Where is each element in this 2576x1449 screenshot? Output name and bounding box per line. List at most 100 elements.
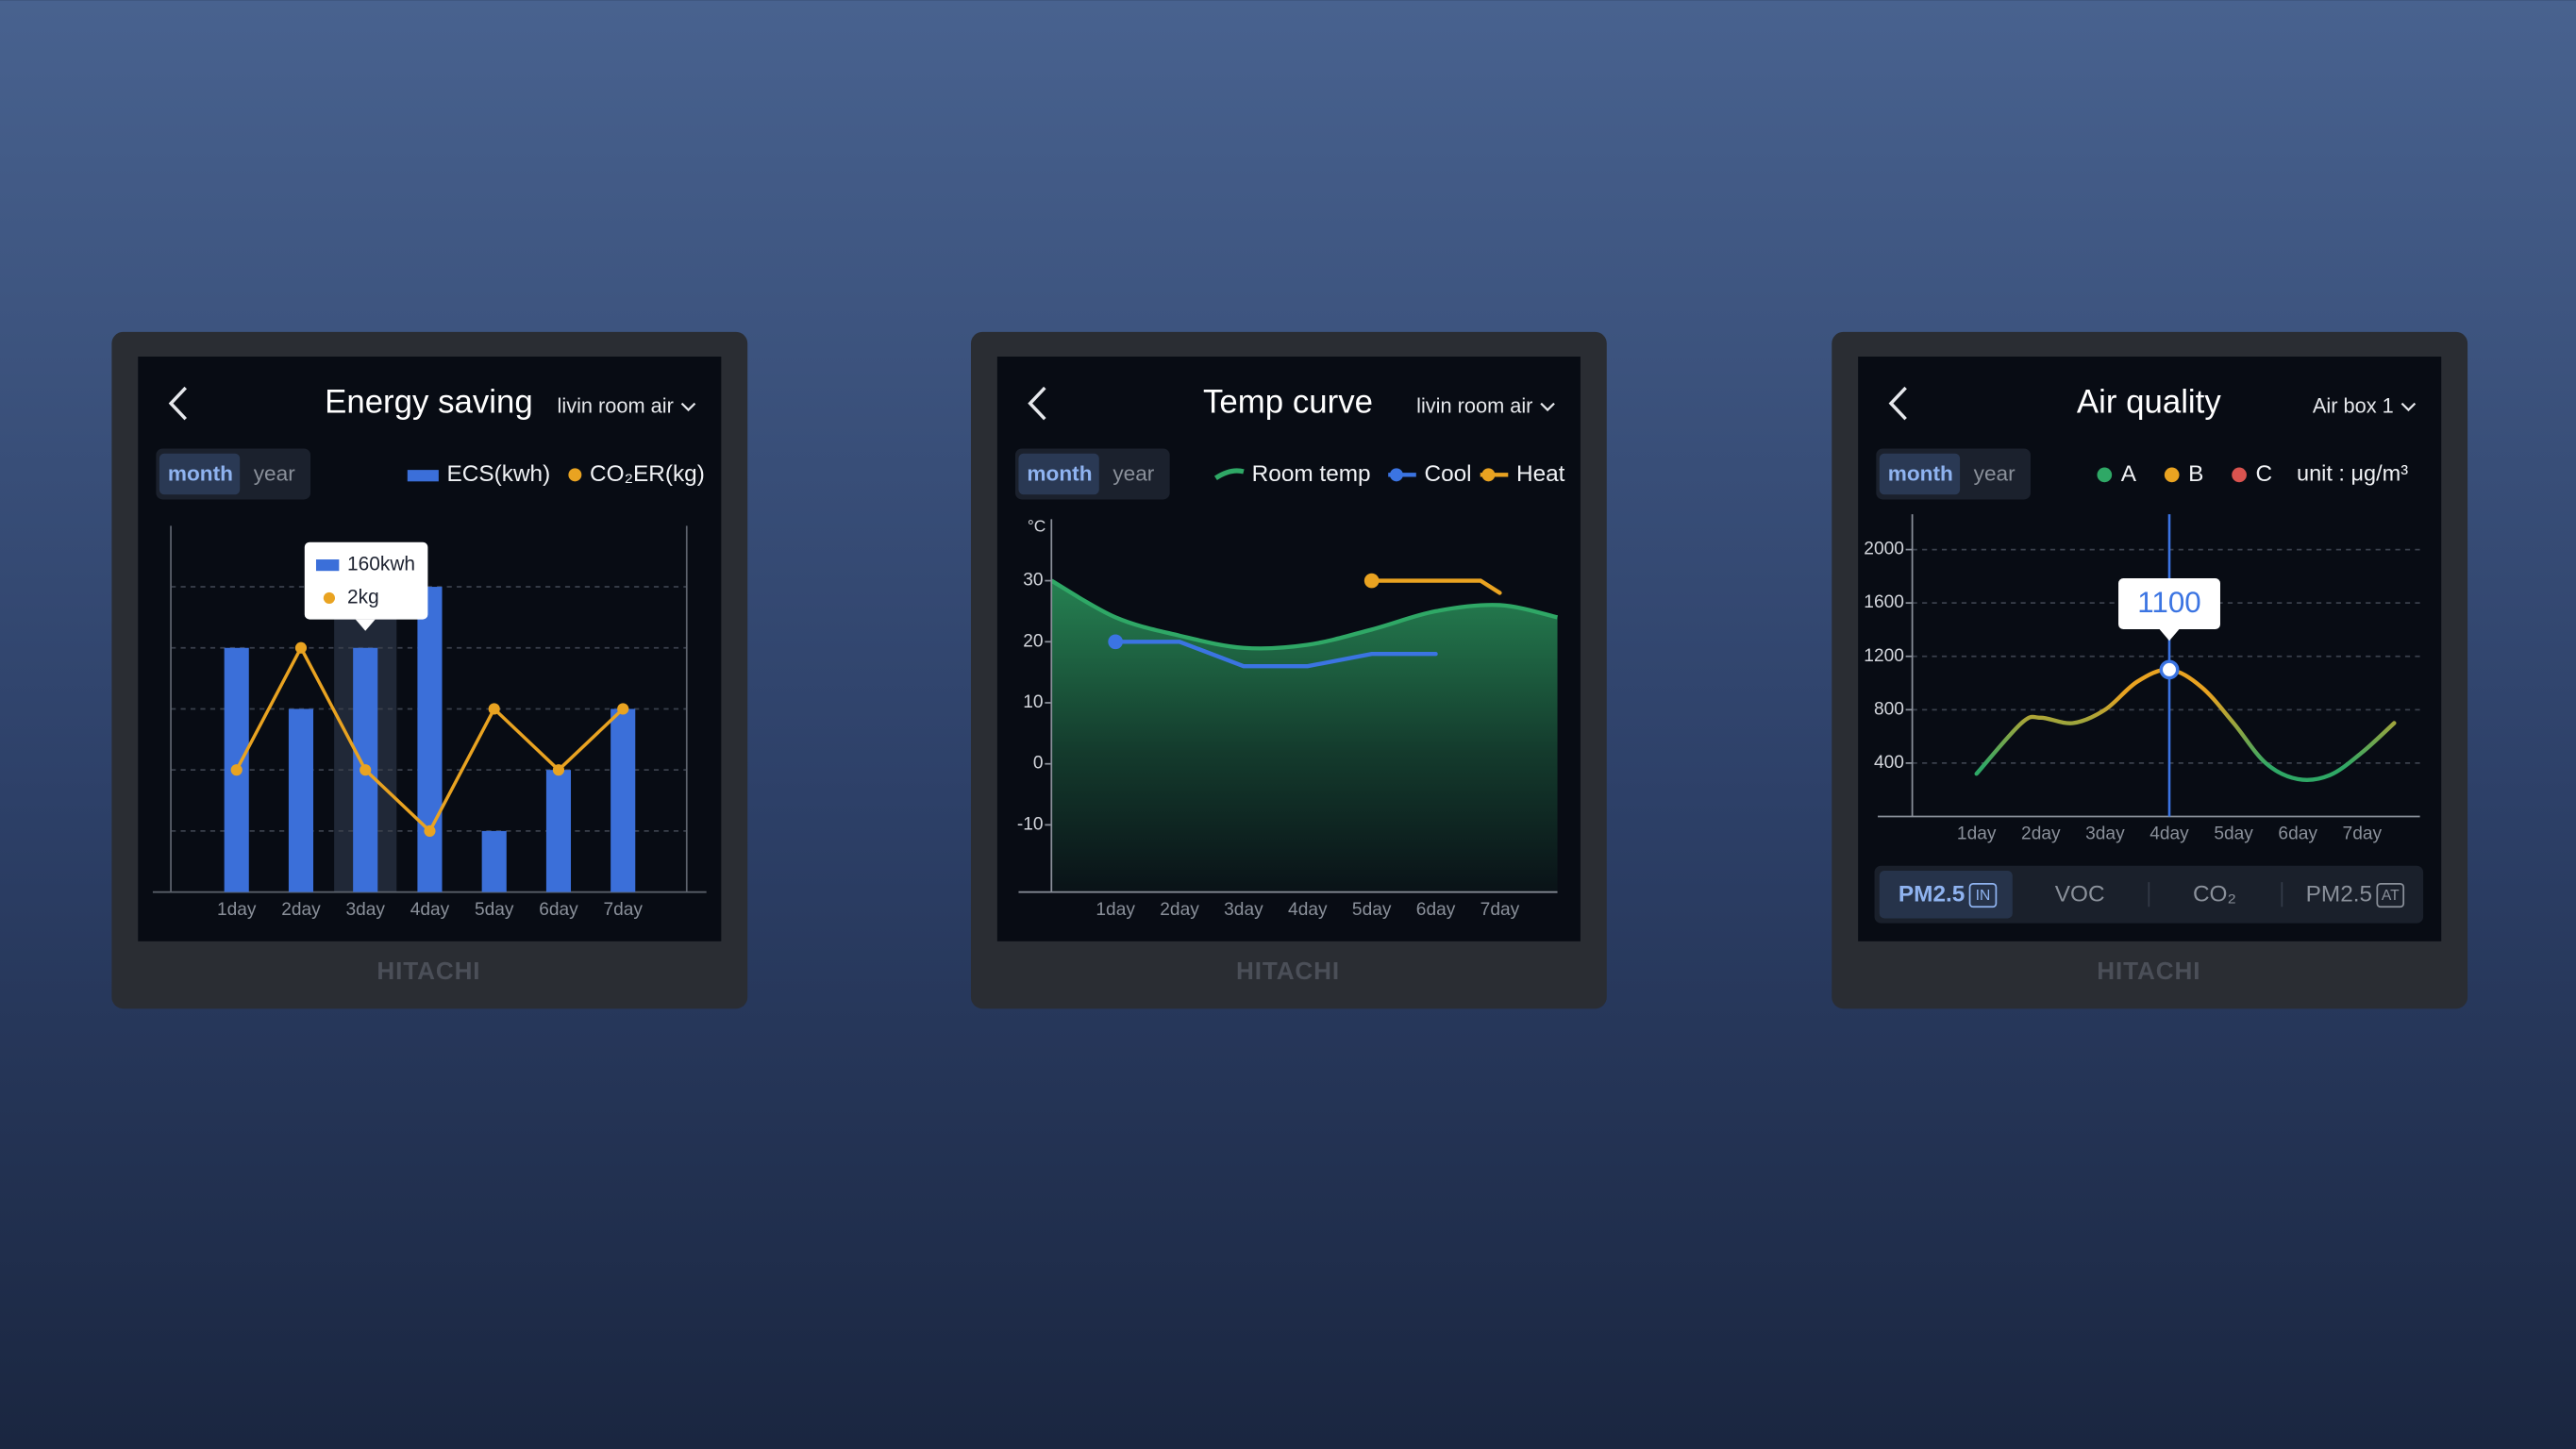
legend-label: Heat	[1516, 461, 1565, 487]
tab[interactable]: month	[1027, 461, 1092, 485]
tab[interactable]: year	[1112, 461, 1154, 485]
line-start-marker	[1363, 573, 1380, 589]
line-point	[488, 703, 500, 715]
y-tick-label: 400	[1874, 753, 1904, 773]
line-point	[294, 641, 308, 654]
x-tick-label: 6day	[1416, 900, 1456, 920]
pollutant-tab[interactable]: VOC	[2055, 882, 2105, 908]
line-point	[617, 703, 629, 715]
x-tick-label: 7day	[1480, 900, 1520, 920]
x-tick-label: 2day	[2021, 824, 2061, 844]
legend-label: CO₂ER(kg)	[590, 461, 705, 487]
x-tick-label: 3day	[2085, 824, 2125, 844]
x-tick-label: 6day	[539, 900, 578, 920]
cursor-point	[2159, 659, 2180, 680]
pollutant-tab[interactable]: PM2.5	[1899, 882, 1965, 908]
tooltip-value: 2kg	[347, 586, 379, 608]
y-tick-label: 800	[1874, 699, 1904, 719]
pollutant-tab[interactable]: PM2.5	[2306, 882, 2372, 908]
brand-logo: HITACHI	[1236, 957, 1340, 985]
screen-title: Air quality	[2077, 384, 2221, 421]
line-point	[230, 764, 243, 776]
y-tick-label: 10	[1023, 692, 1043, 712]
x-tick-label: 6day	[2278, 824, 2317, 844]
legend-label: C	[2255, 461, 2272, 487]
y-tick-label: 20	[1023, 631, 1043, 651]
tooltip-swatch	[315, 559, 340, 572]
pollutant-tab[interactable]: CO₂	[2193, 882, 2236, 908]
x-tick-label: 5day	[1352, 900, 1392, 920]
bar	[545, 770, 572, 892]
x-tick-label: 3day	[1224, 900, 1263, 920]
legend-swatch	[2097, 467, 2113, 483]
pollutant-badge-box	[1968, 883, 1998, 908]
x-tick-label: 7day	[2343, 824, 2383, 844]
tooltip-value: 160kwh	[347, 554, 415, 575]
dropdown[interactable]: livin room air	[1416, 394, 1532, 418]
dropdown-chevron	[1540, 402, 1555, 412]
y-tick-label: -10	[1017, 814, 1044, 834]
back-button[interactable]	[1888, 386, 1907, 421]
x-tick-label: 4day	[410, 900, 450, 920]
legend-swatch	[407, 470, 439, 482]
legend-label: ECS(kwh)	[447, 461, 551, 487]
screen-title: Temp curve	[1203, 384, 1373, 421]
screen-title: Energy saving	[325, 384, 533, 421]
line-point	[424, 824, 436, 837]
x-tick-label: 4day	[1288, 900, 1328, 920]
line	[1112, 640, 1438, 669]
line	[1974, 667, 2397, 782]
x-tick-label: 1day	[217, 900, 257, 920]
tab[interactable]: month	[168, 461, 233, 485]
tab-active	[1879, 453, 1961, 495]
bar	[611, 708, 636, 892]
pollutant-badge: AT	[2382, 888, 2400, 904]
dropdown-chevron	[2400, 402, 2417, 412]
y-tick-label: 2000	[1864, 540, 1904, 559]
tab[interactable]: year	[1974, 461, 2016, 485]
y-tick-label: 1200	[1864, 646, 1904, 666]
unit-label: unit : μg/m³	[2297, 461, 2408, 486]
legend-marker	[1481, 468, 1496, 482]
tab-active	[159, 453, 241, 495]
legend-label: B	[2188, 461, 2203, 487]
x-tick-label: 5day	[2214, 824, 2253, 844]
tooltip-value: 1100	[2137, 586, 2200, 619]
line-start-marker	[1108, 634, 1124, 650]
back-button[interactable]	[1028, 386, 1046, 421]
legend-label: Cool	[1425, 461, 1472, 487]
y-tick-label: 1600	[1864, 592, 1904, 612]
y-tick-label: 0	[1033, 754, 1044, 774]
x-tick-label: 7day	[603, 900, 643, 920]
x-tick-label: 1day	[1096, 900, 1135, 920]
x-tick-label: 5day	[475, 900, 514, 920]
y-tick-label: 30	[1023, 571, 1043, 591]
legend-marker	[1389, 468, 1403, 482]
tooltip-pointer	[355, 619, 376, 631]
bar	[481, 830, 507, 892]
brand-logo: HITACHI	[2097, 957, 2200, 985]
legend-swatch	[2232, 467, 2247, 483]
screen	[1858, 357, 2442, 941]
y-axis-unit: °C	[1028, 517, 1046, 536]
legend-swatch	[2164, 467, 2180, 483]
dropdown[interactable]: Air box 1	[2313, 394, 2394, 418]
bar	[288, 708, 314, 892]
bar	[417, 587, 443, 892]
back-button[interactable]	[168, 386, 188, 421]
tab-active	[1018, 453, 1099, 495]
area-line	[1050, 578, 1559, 651]
dropdown[interactable]: livin room air	[558, 394, 674, 418]
x-tick-label: 2day	[281, 900, 321, 920]
tab[interactable]: month	[1888, 461, 1953, 485]
x-tick-label: 2day	[1160, 900, 1199, 920]
tooltip	[2118, 578, 2220, 630]
area	[1051, 580, 1558, 892]
tab[interactable]: year	[254, 461, 295, 485]
dropdown-chevron	[680, 402, 696, 412]
legend-swatch	[568, 468, 582, 482]
brand-logo: HITACHI	[376, 957, 480, 985]
x-tick-label: 4day	[2149, 824, 2189, 844]
x-tick-label: 1day	[1957, 824, 1997, 844]
